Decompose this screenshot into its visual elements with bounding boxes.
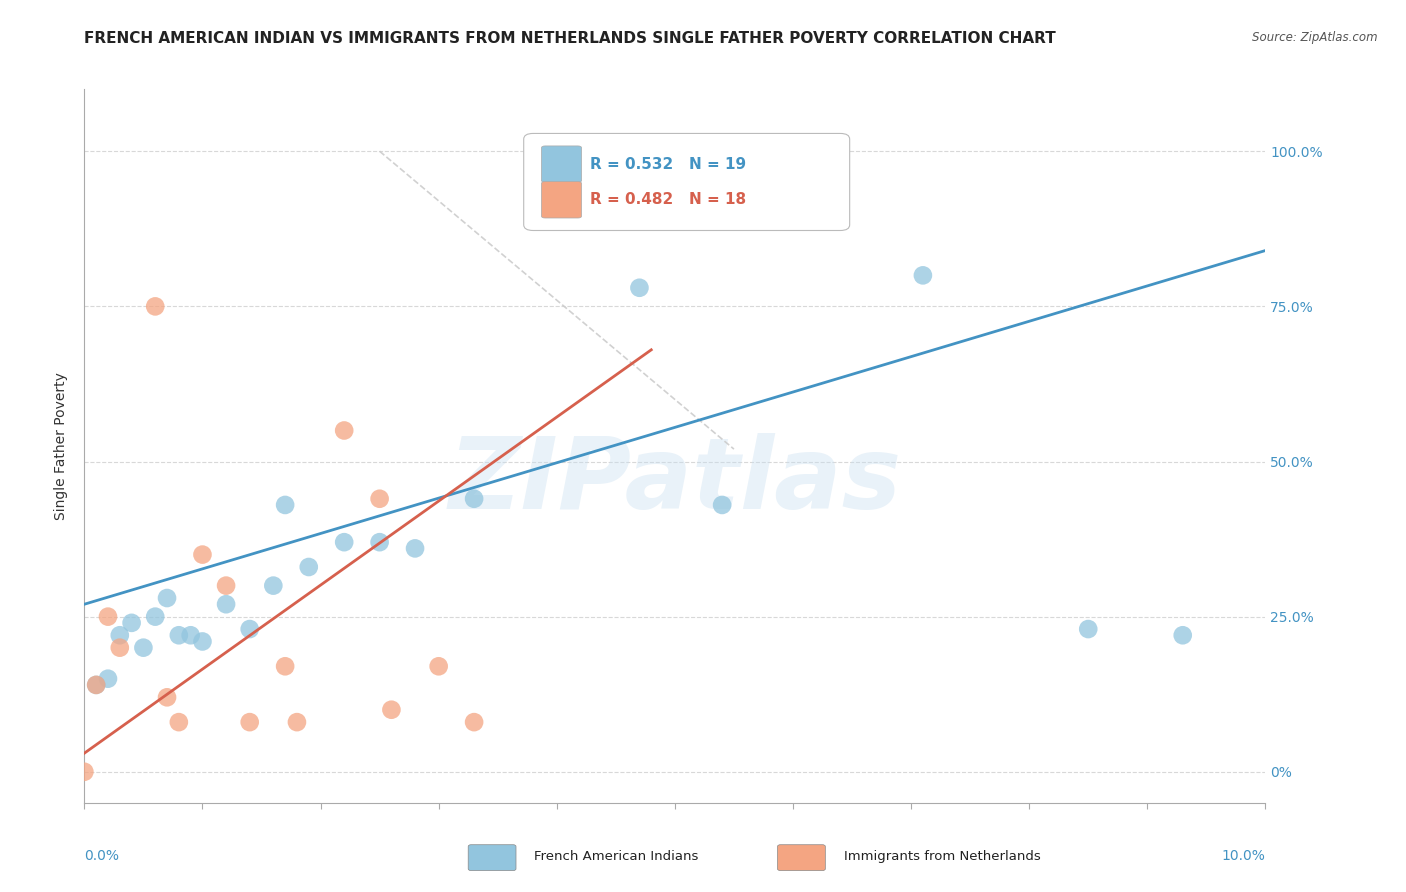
- Point: [108, 628, 131, 642]
- Text: R = 0.482   N = 18: R = 0.482 N = 18: [591, 193, 747, 207]
- FancyBboxPatch shape: [541, 146, 582, 182]
- Text: 10.0%: 10.0%: [1222, 849, 1265, 863]
- Point: [108, 640, 131, 655]
- Point: [404, 541, 426, 556]
- Point: [274, 498, 297, 512]
- Point: [84, 678, 107, 692]
- Point: [911, 268, 934, 283]
- Point: [73, 764, 96, 779]
- Point: [191, 634, 214, 648]
- Point: [333, 535, 356, 549]
- Point: [711, 498, 734, 512]
- FancyBboxPatch shape: [523, 134, 849, 230]
- Point: [215, 597, 238, 611]
- Text: ZIPatlas: ZIPatlas: [449, 434, 901, 530]
- Point: [121, 615, 143, 630]
- FancyBboxPatch shape: [541, 182, 582, 218]
- Point: [1077, 622, 1099, 636]
- Text: French American Indians: French American Indians: [534, 850, 699, 863]
- Point: [427, 659, 450, 673]
- Point: [368, 491, 391, 506]
- Point: [463, 491, 485, 506]
- Point: [239, 715, 262, 730]
- Point: [298, 560, 321, 574]
- Text: Source: ZipAtlas.com: Source: ZipAtlas.com: [1253, 31, 1378, 45]
- Point: [239, 622, 262, 636]
- Point: [368, 535, 391, 549]
- Point: [628, 281, 651, 295]
- Point: [180, 628, 202, 642]
- Point: [167, 715, 190, 730]
- Point: [262, 579, 284, 593]
- Text: R = 0.532   N = 19: R = 0.532 N = 19: [591, 157, 747, 171]
- Point: [84, 678, 107, 692]
- Point: [463, 715, 485, 730]
- Point: [274, 659, 297, 673]
- Point: [215, 579, 238, 593]
- Point: [167, 628, 190, 642]
- Point: [156, 690, 179, 705]
- Point: [156, 591, 179, 605]
- Point: [97, 672, 120, 686]
- Point: [97, 609, 120, 624]
- Text: Immigrants from Netherlands: Immigrants from Netherlands: [844, 850, 1040, 863]
- Point: [616, 145, 638, 159]
- Point: [191, 548, 214, 562]
- Text: 0.0%: 0.0%: [84, 849, 120, 863]
- Text: FRENCH AMERICAN INDIAN VS IMMIGRANTS FROM NETHERLANDS SINGLE FATHER POVERTY CORR: FRENCH AMERICAN INDIAN VS IMMIGRANTS FRO…: [84, 31, 1056, 46]
- Point: [285, 715, 308, 730]
- Point: [143, 299, 166, 313]
- Point: [1171, 628, 1194, 642]
- Point: [143, 609, 166, 624]
- Point: [132, 640, 155, 655]
- Y-axis label: Single Father Poverty: Single Father Poverty: [55, 372, 69, 520]
- Point: [333, 424, 356, 438]
- Point: [380, 703, 402, 717]
- Point: [546, 145, 568, 159]
